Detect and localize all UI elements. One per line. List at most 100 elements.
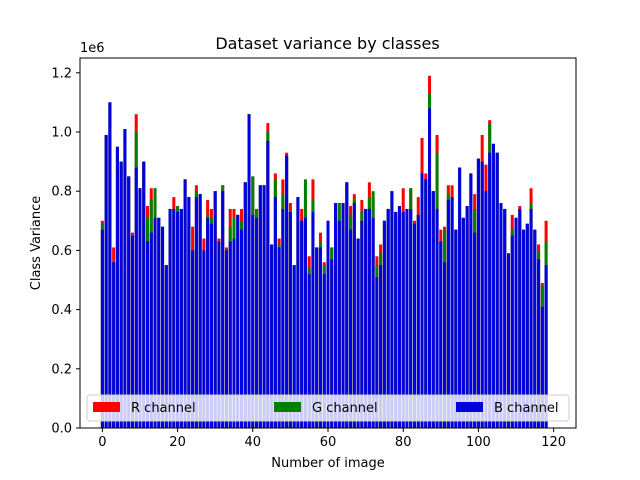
y-scale-label: 1e6 xyxy=(80,41,105,56)
bar-b-channel-10 xyxy=(138,188,142,428)
x-tick-label: 100 xyxy=(466,435,491,450)
bar-b-channel-112 xyxy=(522,229,526,428)
bar-b-channel-76 xyxy=(386,208,390,428)
bar-b-channel-11 xyxy=(142,161,146,428)
bar-b-channel-66 xyxy=(349,229,353,428)
y-tick-label: 1.0 xyxy=(51,126,72,141)
bar-b-channel-46 xyxy=(273,197,277,428)
bar-b-channel-75 xyxy=(382,220,386,428)
bar-b-channel-86 xyxy=(424,179,428,428)
x-tick-label: 0 xyxy=(98,435,106,450)
x-tick-label: 60 xyxy=(320,435,337,450)
bar-b-channel-94 xyxy=(454,229,458,428)
bar-b-channel-2 xyxy=(108,102,112,429)
bar-b-channel-31 xyxy=(217,241,221,428)
bar-b-channel-104 xyxy=(491,143,495,428)
bar-b-channel-82 xyxy=(409,208,413,428)
bar-b-channel-52 xyxy=(296,197,300,428)
bar-b-channel-63 xyxy=(337,220,341,428)
chart-title: Dataset variance by classes xyxy=(215,34,439,53)
y-tick-label: 0.8 xyxy=(51,185,72,200)
bar-b-channel-42 xyxy=(258,185,262,428)
bar-b-channel-83 xyxy=(412,223,416,428)
bar-b-channel-9 xyxy=(134,167,138,428)
bar-b-channel-22 xyxy=(183,179,187,428)
x-tick-label: 80 xyxy=(395,435,412,450)
bar-b-channel-57 xyxy=(315,247,319,428)
bar-b-channel-84 xyxy=(416,214,420,428)
bar-b-channel-4 xyxy=(115,146,119,429)
bar-b-channel-49 xyxy=(285,155,289,428)
legend-swatch-r xyxy=(93,402,120,412)
bar-b-channel-35 xyxy=(232,238,236,428)
y-tick-label: 0.6 xyxy=(51,244,72,259)
bar-b-channel-109 xyxy=(510,235,514,428)
y-tick-label: 0.2 xyxy=(51,362,72,377)
bar-b-channel-30 xyxy=(213,191,217,428)
bar-b-channel-40 xyxy=(251,214,255,428)
bar-b-channel-27 xyxy=(202,250,206,428)
bar-b-channel-105 xyxy=(495,152,499,428)
bar-b-channel-21 xyxy=(179,208,183,428)
bar-b-channel-43 xyxy=(262,185,266,428)
bar-b-channel-15 xyxy=(157,217,161,428)
bar-b-channel-48 xyxy=(281,208,285,428)
bar-b-channel-37 xyxy=(240,229,244,428)
bar-b-channel-91 xyxy=(443,262,447,428)
bar-b-channel-3 xyxy=(112,262,116,428)
bar-b-channel-79 xyxy=(397,206,401,428)
bar-b-channel-114 xyxy=(529,208,533,428)
y-tick-label: 0.4 xyxy=(51,303,72,318)
bar-b-channel-98 xyxy=(469,173,473,428)
bar-b-channel-67 xyxy=(352,203,356,428)
bar-b-channel-62 xyxy=(334,203,338,428)
x-tick-label: 40 xyxy=(245,435,262,450)
bar-b-channel-8 xyxy=(130,235,134,428)
x-tick-label: 120 xyxy=(541,435,566,450)
x-axis-label: Number of image xyxy=(271,456,385,471)
bar-b-channel-107 xyxy=(503,208,507,428)
bar-b-channel-17 xyxy=(164,265,168,428)
legend: R channel G channel B channel xyxy=(86,394,570,422)
bar-b-channel-117 xyxy=(540,306,544,428)
bar-b-channel-24 xyxy=(191,250,195,428)
bar-b-channel-13 xyxy=(149,232,153,428)
bar-b-channel-97 xyxy=(465,206,469,428)
bar-b-channel-19 xyxy=(172,208,176,428)
bar-b-channel-12 xyxy=(146,241,150,428)
bar-b-channel-118 xyxy=(544,265,548,428)
bar-b-channel-6 xyxy=(123,129,127,429)
bar-b-channel-116 xyxy=(537,259,541,428)
bar-b-channel-74 xyxy=(379,265,383,428)
bar-b-channel-1 xyxy=(104,134,108,428)
bar-b-channel-69 xyxy=(360,220,364,428)
bar-b-channel-106 xyxy=(499,203,503,428)
bar-b-channel-70 xyxy=(364,208,368,428)
bar-b-channel-78 xyxy=(394,211,398,428)
bar-b-channel-55 xyxy=(307,274,311,428)
bar-b-channel-90 xyxy=(439,241,443,428)
bar-b-channel-113 xyxy=(525,223,529,428)
bar-b-channel-56 xyxy=(311,211,315,428)
bar-b-channel-110 xyxy=(514,217,518,428)
bar-b-channel-101 xyxy=(480,161,484,428)
bar-b-channel-29 xyxy=(209,223,213,428)
bar-b-channel-89 xyxy=(435,208,439,428)
bar-b-channel-65 xyxy=(345,182,349,428)
bar-b-channel-44 xyxy=(266,140,270,428)
bar-b-channel-59 xyxy=(322,274,326,428)
bar-b-channel-25 xyxy=(194,197,198,428)
bar-b-channel-20 xyxy=(176,211,180,428)
bar-b-channel-53 xyxy=(300,220,304,428)
bar-b-channel-96 xyxy=(461,217,465,428)
bar-b-channel-77 xyxy=(390,191,394,428)
y-axis-label: Class Variance xyxy=(29,196,44,291)
bar-b-channel-39 xyxy=(247,114,251,429)
bar-b-channel-100 xyxy=(476,158,480,428)
bar-b-channel-111 xyxy=(518,208,522,428)
bar-b-channel-38 xyxy=(243,182,247,428)
bar-b-channel-73 xyxy=(375,277,379,428)
bars-layer xyxy=(100,75,548,429)
bar-b-channel-54 xyxy=(303,217,307,428)
bar-b-channel-72 xyxy=(371,217,375,428)
